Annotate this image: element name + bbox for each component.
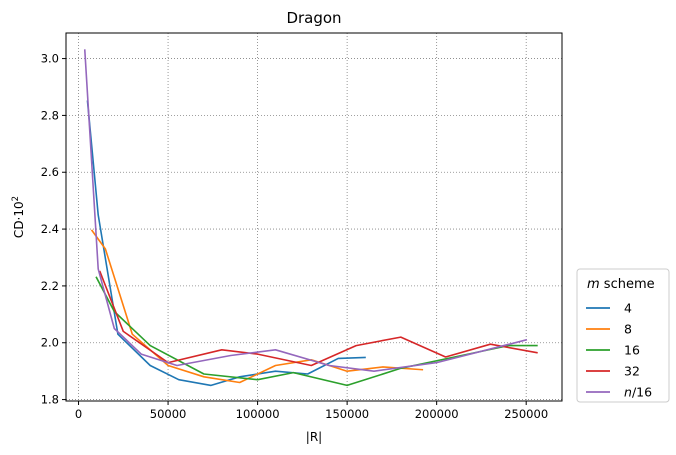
y-axis-label: CD·102 [11,196,26,238]
series-layer [83,49,538,387]
legend-title: m scheme [587,277,655,292]
legend-item: 16 [586,343,640,358]
y-tick-label: 1.8 [41,393,59,407]
legend-label: n/16 [624,385,652,400]
y-axis-label-exponent: 2 [11,196,21,201]
series-line-4 [86,100,366,387]
legend-item: n/16 [586,385,652,400]
x-tick-label: 200000 [415,407,459,421]
x-axis: 0 50000 100000 150000 200000 250000 [75,401,548,421]
x-tick-label: 150000 [325,407,369,421]
legend-label-rest: /16 [632,385,652,400]
legend-label: 32 [624,364,640,379]
chart-title: Dragon [286,9,341,27]
y-axis-label-text: CD·10 [12,201,26,238]
legend-title-variable: m [587,277,600,292]
y-tick-label: 3.0 [41,52,59,66]
legend-title-text: scheme [600,277,655,292]
legend-label: 16 [624,343,640,358]
legend-label: 8 [624,322,632,337]
legend-item: 8 [586,322,632,337]
series-line-n-16 [83,49,528,373]
series-line-32 [98,270,538,367]
y-tick-label: 2.4 [41,222,59,236]
x-tick-label: 100000 [236,407,280,421]
x-tick-label: 50000 [150,407,187,421]
series-line-8 [90,229,424,384]
legend: m scheme 4 8 16 32 n/16 [576,268,670,403]
y-tick-label: 2.2 [41,279,59,293]
legend-box [576,268,670,403]
y-tick-label: 2.0 [41,336,59,350]
y-axis: 1.8 2.0 2.2 2.4 2.6 2.8 3.0 [41,52,66,407]
legend-item: 4 [586,301,632,316]
x-axis-label: |R| [306,430,322,444]
y-tick-label: 2.8 [41,108,59,122]
x-tick-label: 250000 [504,407,548,421]
legend-items: 4 8 16 32 n/16 [586,301,652,400]
legend-item: 32 [586,364,640,379]
y-tick-label: 2.6 [41,165,59,179]
legend-label-variable: n [624,385,632,400]
plot-frame [65,32,563,402]
x-tick-label: 0 [75,407,82,421]
legend-label: 4 [624,301,632,316]
